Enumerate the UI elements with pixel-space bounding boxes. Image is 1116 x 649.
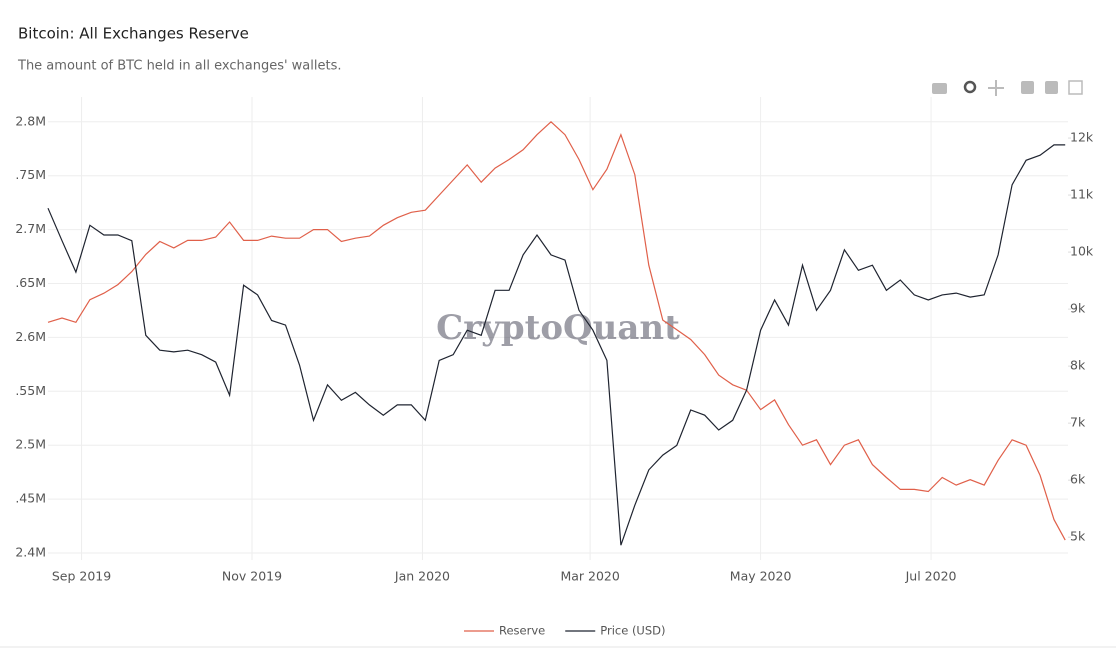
y2-tick-label: 12k [1070, 130, 1094, 145]
reset-icon[interactable] [1068, 80, 1083, 95]
x-tick-label: Mar 2020 [560, 569, 619, 584]
x-tick-label: Jan 2020 [394, 569, 450, 584]
x-tick-label: Nov 2019 [222, 569, 282, 584]
y-tick-label: 2.6M [15, 329, 46, 344]
watermark: CryptoQuant [436, 308, 680, 348]
y2-tick-label: 8k [1070, 358, 1086, 373]
y-tick-label: .75M [15, 167, 46, 182]
zoom-in-icon[interactable] [1021, 81, 1034, 94]
camera-icon[interactable] [932, 83, 947, 94]
y2-tick-label: 7k [1070, 415, 1086, 430]
x-tick-label: Sep 2019 [52, 569, 111, 584]
series-line [47, 120, 1066, 541]
y-tick-label: 2.4M [15, 544, 46, 559]
y2-tick-label: 5k [1070, 529, 1086, 544]
chart-title: Bitcoin: All Exchanges Reserve [18, 25, 249, 43]
y-tick-label: 2.5M [15, 437, 46, 452]
y-tick-label: .45M [15, 491, 46, 506]
chart-subtitle: The amount of BTC held in all exchanges'… [17, 59, 342, 74]
y-tick-label: 2.8M [15, 113, 46, 128]
x-tick-label: Jul 2020 [905, 569, 957, 584]
toolbar [932, 80, 1083, 96]
pan-icon[interactable] [988, 80, 1004, 96]
y2-tick-label: 11k [1070, 187, 1094, 202]
series-line [47, 144, 1066, 546]
y2-tick-label: 6k [1070, 472, 1086, 487]
zoom-icon[interactable] [963, 80, 977, 94]
legend-label: Price (USD) [600, 624, 665, 638]
legend-label: Reserve [499, 624, 545, 638]
x-tick-label: May 2020 [730, 569, 792, 584]
zoom-out-icon[interactable] [1045, 81, 1058, 94]
y2-tick-label: 9k [1070, 301, 1086, 316]
y2-tick-label: 10k [1070, 244, 1094, 259]
y-tick-label: .65M [15, 275, 46, 290]
y-tick-label: 2.7M [15, 221, 46, 236]
y-tick-label: .55M [15, 383, 46, 398]
